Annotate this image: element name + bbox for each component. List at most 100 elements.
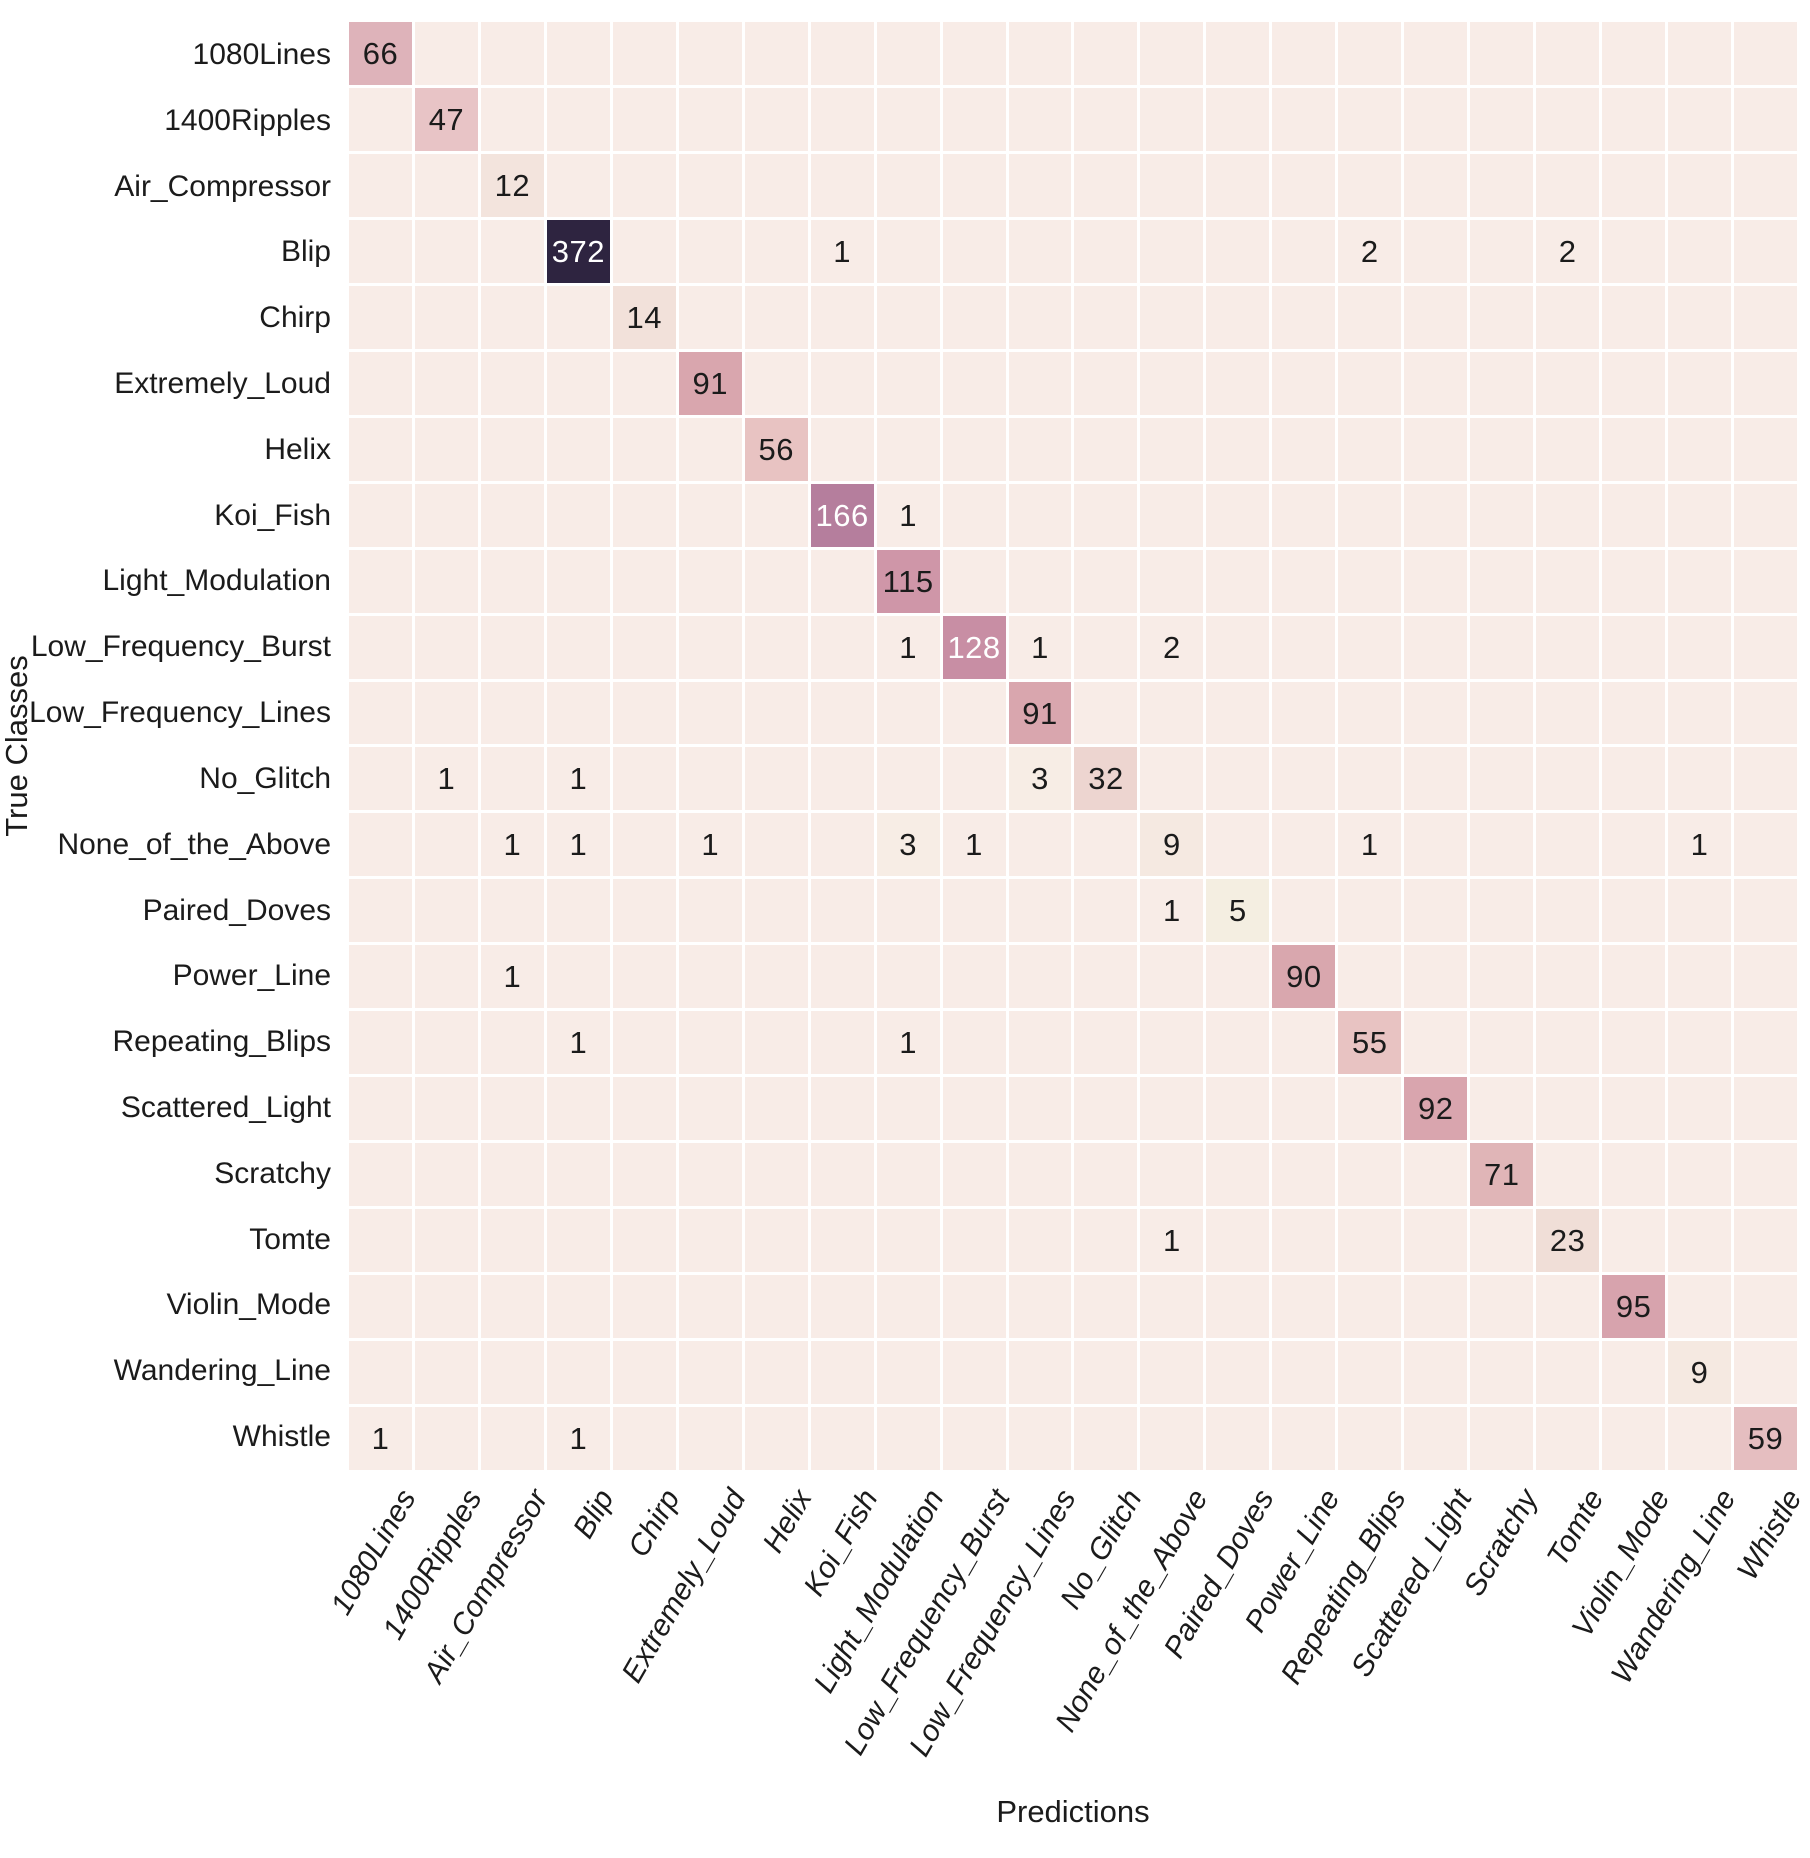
matrix-cell (1206, 945, 1270, 1009)
matrix-cell (1272, 153, 1336, 217)
matrix-cell: 1 (349, 1407, 412, 1470)
y-tick-label: Tomte (249, 1222, 331, 1256)
matrix-cell (480, 615, 544, 679)
matrix-cell: 1 (546, 813, 610, 877)
matrix-cell (480, 681, 544, 745)
matrix-cell (1074, 549, 1138, 613)
matrix-cell (1338, 285, 1402, 349)
matrix-cell (1206, 351, 1270, 415)
matrix-cell (1206, 747, 1270, 811)
matrix-cell (1338, 549, 1402, 613)
matrix-cell (546, 1077, 610, 1141)
matrix-cell (1074, 351, 1138, 415)
y-axis-title: True Classes (0, 655, 34, 837)
matrix-cell (414, 1407, 478, 1470)
matrix-cell (1272, 351, 1336, 415)
matrix-cell (1470, 1341, 1534, 1405)
matrix-cell (1734, 945, 1797, 1009)
matrix-cell (1536, 483, 1600, 547)
matrix-cell (1074, 813, 1138, 877)
matrix-cell: 372 (546, 219, 610, 283)
matrix-cell (942, 1275, 1006, 1339)
matrix-cell (1008, 285, 1072, 349)
matrix-cell (1734, 747, 1797, 811)
matrix-cell: 1 (810, 219, 874, 283)
matrix-cell (414, 285, 478, 349)
matrix-cell (1602, 813, 1666, 877)
matrix-cell (1140, 219, 1204, 283)
matrix-cell (1008, 813, 1072, 877)
matrix-cell (1272, 1077, 1336, 1141)
matrix-cell (1536, 87, 1600, 151)
matrix-cell (1272, 219, 1336, 283)
matrix-cell (1272, 417, 1336, 481)
matrix-cell (349, 747, 412, 811)
matrix-cell (349, 153, 412, 217)
matrix-cell (612, 879, 676, 943)
matrix-cell (1272, 22, 1336, 85)
matrix-cell (1668, 945, 1732, 1009)
y-tick-label: None_of_the_Above (57, 827, 331, 861)
matrix-cell: 9 (1140, 813, 1204, 877)
matrix-cell (414, 1209, 478, 1273)
matrix-cell (1206, 1275, 1270, 1339)
matrix-cell (1734, 153, 1797, 217)
matrix-cell (1404, 879, 1468, 943)
matrix-cell (1668, 1011, 1732, 1075)
matrix-cell (1602, 681, 1666, 745)
matrix-cell (1008, 417, 1072, 481)
y-tick-label: Low_Frequency_Lines (29, 696, 331, 730)
matrix-cell (1008, 483, 1072, 547)
matrix-cell (1338, 483, 1402, 547)
matrix-cell (942, 417, 1006, 481)
y-axis-tick-labels: 1080Lines 1400Ripples Air_Compressor Blip Ch… (0, 22, 331, 1470)
matrix-cell (942, 1209, 1006, 1273)
matrix-cell (1470, 1209, 1534, 1273)
matrix-cell (1470, 22, 1534, 85)
matrix-cell (1404, 549, 1468, 613)
y-tick-label: Paired_Doves (142, 893, 331, 927)
matrix-cell (612, 1077, 676, 1141)
matrix-cell (1470, 153, 1534, 217)
matrix-cell: 1 (876, 615, 940, 679)
matrix-cell (876, 1077, 940, 1141)
matrix-cell (1008, 549, 1072, 613)
matrix-cell (1668, 1275, 1732, 1339)
matrix-cell: 2 (1536, 219, 1600, 283)
matrix-cell (1338, 1275, 1402, 1339)
matrix-cell (876, 945, 940, 1009)
matrix-cell (810, 615, 874, 679)
y-tick-label: 1400Ripples (164, 103, 331, 137)
matrix-cell (1536, 153, 1600, 217)
matrix-cell (876, 1275, 940, 1339)
matrix-cell (1206, 219, 1270, 283)
matrix-cell: 1 (1668, 813, 1732, 877)
matrix-cell (546, 1275, 610, 1339)
matrix-cell (1206, 22, 1270, 85)
matrix-cell (1668, 681, 1732, 745)
matrix-cell (744, 1341, 808, 1405)
matrix-cell (678, 483, 742, 547)
matrix-cell (1008, 219, 1072, 283)
matrix-cell (810, 351, 874, 415)
y-tick-label: No_Glitch (199, 761, 331, 795)
matrix-cell: 3 (876, 813, 940, 877)
matrix-cell (414, 1341, 478, 1405)
matrix-cell (1272, 549, 1336, 613)
matrix-cell (942, 483, 1006, 547)
matrix-cell (1404, 945, 1468, 1009)
matrix-cell (414, 153, 478, 217)
matrix-cell (1338, 1143, 1402, 1207)
matrix-cell: 9 (1668, 1341, 1732, 1405)
y-tick-label: Light_Modulation (102, 564, 331, 598)
matrix-cell (1008, 879, 1072, 943)
y-tick-label: Air_Compressor (114, 169, 331, 203)
matrix-cell (744, 615, 808, 679)
matrix-cell (1536, 1341, 1600, 1405)
matrix-cell (414, 1011, 478, 1075)
matrix-cell (1734, 285, 1797, 349)
y-tick-label: Power_Line (172, 959, 331, 993)
matrix-cell (678, 549, 742, 613)
matrix-cell (1404, 813, 1468, 877)
matrix-cell: 1 (546, 1011, 610, 1075)
